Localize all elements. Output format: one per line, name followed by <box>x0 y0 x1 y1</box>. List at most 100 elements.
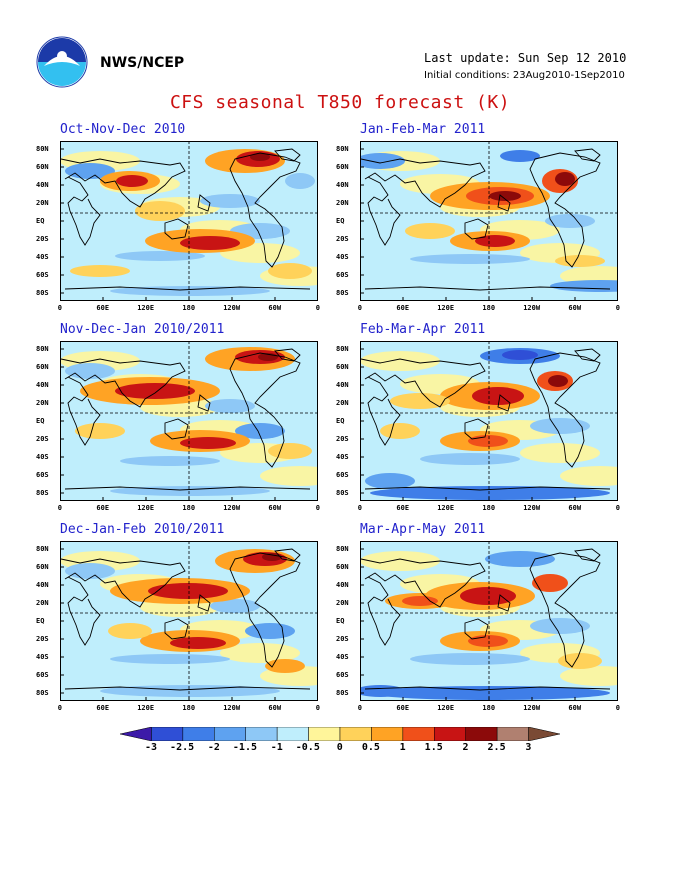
anomaly-contour <box>468 435 508 447</box>
anomaly-contour <box>170 637 226 649</box>
colorbar <box>120 727 560 741</box>
coastline <box>529 552 601 668</box>
coastline <box>497 594 511 612</box>
lat-label: 60S <box>336 671 349 679</box>
colorbar-segment <box>465 727 498 741</box>
lon-label: 120W <box>223 304 241 312</box>
lat-label: 60S <box>336 471 349 479</box>
lon-label: 120E <box>137 304 155 312</box>
lon-label: 60E <box>96 504 110 512</box>
panel-title: Oct-Nov-Dec 2010 <box>60 122 186 137</box>
lon-label: 60E <box>396 304 410 312</box>
lat-label: 40N <box>336 381 349 389</box>
coastline <box>64 486 311 491</box>
anomaly-contour <box>468 635 508 647</box>
coastline <box>60 158 186 208</box>
last-update: Last update: Sun Sep 12 2010 <box>424 51 627 65</box>
anomaly-contour <box>360 351 440 371</box>
forecast-map <box>360 341 618 501</box>
lon-label: 60W <box>268 304 282 312</box>
lat-label: EQ <box>36 217 45 225</box>
lat-label: 80N <box>336 145 349 153</box>
colorbar-segment <box>402 727 435 741</box>
coastline <box>360 158 486 208</box>
lon-label: 60W <box>568 504 582 512</box>
lat-label: 20S <box>36 635 49 643</box>
anomaly-contour <box>115 383 195 399</box>
anomaly-contour <box>370 486 610 500</box>
lat-label: 80S <box>336 289 349 297</box>
forecast-map <box>360 141 618 301</box>
anomaly-contour <box>545 214 595 228</box>
anomaly-contour <box>116 175 148 187</box>
lon-label: 60W <box>568 704 582 712</box>
anomaly-contour <box>532 574 568 592</box>
coastline <box>229 352 301 468</box>
lat-label: 60N <box>336 563 349 571</box>
anomaly-contour <box>548 375 568 387</box>
lon-label: 180 <box>482 504 496 512</box>
coastline <box>197 594 211 612</box>
panel-title: Jan-Feb-Mar 2011 <box>360 122 486 137</box>
colorbar-tick-label: 0 <box>336 742 343 753</box>
lat-label: EQ <box>336 417 345 425</box>
lat-label: 40S <box>336 253 349 261</box>
anomaly-contour <box>370 686 610 700</box>
colorbar-tick-label: -1 <box>270 742 283 753</box>
lon-label: 180 <box>482 304 496 312</box>
anomaly-contour <box>250 153 270 161</box>
coastline <box>274 348 301 362</box>
lat-label: 40N <box>336 581 349 589</box>
colorbar-segment <box>245 727 278 741</box>
anomaly-contour <box>460 587 516 605</box>
coastline <box>197 394 211 412</box>
anomaly-contour <box>65 363 115 379</box>
lat-label: 40S <box>36 653 49 661</box>
lon-label: 120W <box>523 504 541 512</box>
coastline <box>360 358 486 408</box>
anomaly-contour <box>360 153 405 169</box>
coastline <box>60 358 186 408</box>
lat-label: 20N <box>336 599 349 607</box>
anomaly-contour <box>402 596 438 606</box>
coastline <box>464 418 489 440</box>
map-canvas <box>60 341 318 501</box>
colorbar-segment <box>120 727 152 741</box>
lat-label: 60N <box>36 563 49 571</box>
anomaly-contour <box>502 350 538 360</box>
anomaly-contour <box>472 387 524 405</box>
lat-label: EQ <box>336 217 345 225</box>
lat-label: 40N <box>336 181 349 189</box>
coastline <box>367 576 401 646</box>
coastline <box>367 176 401 246</box>
anomaly-contour <box>390 393 450 409</box>
map-canvas <box>360 141 618 301</box>
lon-label: 60E <box>96 704 110 712</box>
forecast-map <box>60 541 318 701</box>
lat-label: 80S <box>36 689 49 697</box>
anomaly-contour <box>365 473 415 489</box>
anomaly-contour <box>180 437 236 449</box>
anomaly-contour <box>475 235 515 247</box>
lat-label: 80S <box>336 689 349 697</box>
coastline <box>274 548 301 562</box>
coastline <box>229 552 301 668</box>
lon-label: 0 <box>315 704 321 712</box>
lat-label: 60S <box>36 671 49 679</box>
lon-label: 0 <box>357 304 363 312</box>
colorbar-tick-label: 2 <box>462 742 469 753</box>
colorbar-segment <box>371 727 404 741</box>
coastline <box>367 376 401 446</box>
colorbar-segment <box>214 727 246 741</box>
lon-label: 0 <box>57 304 63 312</box>
lat-label: 80S <box>336 489 349 497</box>
panel-title: Mar-Apr-May 2011 <box>360 522 486 537</box>
lat-label: 80N <box>36 345 49 353</box>
anomaly-contour <box>210 599 260 613</box>
page-title: CFS seasonal T850 forecast (K) <box>169 92 511 113</box>
coastline <box>464 218 489 240</box>
anomaly-contour <box>115 251 205 261</box>
anomaly-contour <box>489 191 521 201</box>
forecast-map <box>60 341 318 501</box>
anomaly-contour <box>530 618 590 634</box>
